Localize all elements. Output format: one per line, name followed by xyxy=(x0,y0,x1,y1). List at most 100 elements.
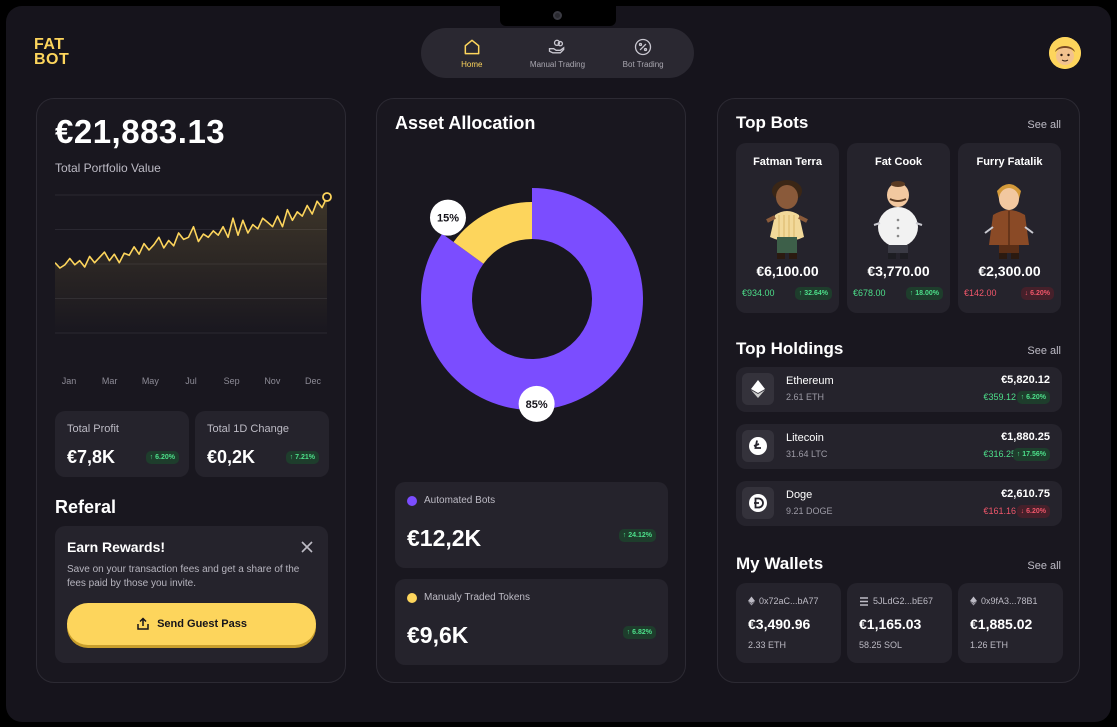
total-profit-card[interactable]: Total Profit €7,8K ↑ 6.20% xyxy=(55,411,189,477)
logo-line-2: BOT xyxy=(34,51,70,68)
total-profit-change-badge: ↑ 6.20% xyxy=(145,451,179,464)
avatar-face-icon xyxy=(1049,37,1081,69)
holding-name: Ethereum xyxy=(786,375,834,387)
portfolio-total-value: €21,883.13 xyxy=(55,113,226,150)
holding-row-ethereum[interactable]: Ethereum 2.61 ETH €5,820.12 €359.12 ↑ 6.… xyxy=(736,367,1062,412)
chart-area xyxy=(55,197,327,333)
holding-amount: 9.21 DOGE xyxy=(786,506,833,516)
wallet-card[interactable]: 0x72aC...bA77 €3,490.96 2.33 ETH xyxy=(736,583,841,663)
nav-bot-trading[interactable]: Bot Trading xyxy=(603,37,683,69)
x-tick-label: Dec xyxy=(305,376,322,386)
camera-notch xyxy=(500,6,616,26)
total-profit-value: €7,8K xyxy=(67,447,116,467)
x-tick-label: Jan xyxy=(62,376,77,386)
holding-amount: 2.61 ETH xyxy=(786,392,825,402)
holding-row-doge[interactable]: Doge 9.21 DOGE €2,610.75 €161.16 ↓ 6.20% xyxy=(736,481,1062,526)
wallet-balance: 2.33 ETH xyxy=(748,640,787,650)
referral-card: Earn Rewards! Save on your transaction f… xyxy=(55,526,328,663)
bot-card-fat-cook[interactable]: Fat Cook €3,770.00 €678.00 ↑ 18.00% xyxy=(847,143,950,313)
nav-home-label: Home xyxy=(461,60,483,69)
holding-name: Litecoin xyxy=(786,432,824,444)
total-1d-card[interactable]: Total 1D Change €0,2K ↑ 7.21% xyxy=(195,411,329,477)
send-guest-pass-button[interactable]: Send Guest Pass xyxy=(67,603,316,645)
x-tick-label: Nov xyxy=(264,376,281,386)
app-screen: FAT BOT Home Manual Trading Bot Trading … xyxy=(6,6,1111,722)
wallet-address-text: 5JLdG2...bE67 xyxy=(873,596,934,606)
bot-card-furry-fatalik[interactable]: Furry Fatalik €2,300.00 €142.00 ↓ 6.20% xyxy=(958,143,1061,313)
chart-series-line xyxy=(54,196,328,269)
holding-value: €2,610.75 xyxy=(1001,488,1050,500)
nav-manual-trading[interactable]: Manual Trading xyxy=(517,37,597,69)
close-icon[interactable] xyxy=(300,540,314,554)
total-1d-value: €0,2K xyxy=(207,447,256,467)
home-icon xyxy=(464,39,480,55)
bot-card-fatman-terra[interactable]: Fatman Terra €6,100.00 €934.00 ↑ 32.64% xyxy=(736,143,839,313)
user-avatar[interactable] xyxy=(1049,37,1081,69)
referral-card-title: Earn Rewards! xyxy=(67,539,166,555)
top-bots-see-all[interactable]: See all xyxy=(1027,119,1061,131)
wallet-address-text: 0x9fA3...78B1 xyxy=(981,596,1038,606)
holding-change-badge: ↑ 6.20% xyxy=(1016,391,1050,404)
app-logo[interactable]: FAT BOT xyxy=(34,36,74,68)
holding-value: €5,820.12 xyxy=(1001,374,1050,386)
manual-tokens-card[interactable]: Manualy Traded Tokens €9,6K ↑ 6.82% xyxy=(395,579,668,665)
x-tick-label: Sep xyxy=(224,376,240,386)
doge-icon xyxy=(742,487,774,519)
manual-tokens-change-badge: ↑ 6.82% xyxy=(622,626,656,639)
wallet-card[interactable]: 5JLdG2...bE67 €1,165.03 58.25 SOL xyxy=(847,583,952,663)
holding-row-litecoin[interactable]: Litecoin 31.64 LTC €1,880.25 €316.25 ↑ 1… xyxy=(736,424,1062,469)
portfolio-chart: Jan Mar May Jul Sep Nov Dec xyxy=(54,191,333,389)
holding-change-badge: ↓ 6.20% xyxy=(1016,505,1050,518)
my-wallets-title: My Wallets xyxy=(736,554,824,573)
bot-change: 18.00% xyxy=(915,290,939,297)
chart-end-point[interactable] xyxy=(322,192,332,202)
percent-icon xyxy=(634,38,652,56)
wallet-address: 0x72aC...bA77 xyxy=(748,596,819,606)
wallet-card[interactable]: 0x9fA3...78B1 €1,885.02 1.26 ETH xyxy=(958,583,1063,663)
holding-profit: €316.25 xyxy=(983,449,1016,459)
automated-bots-label: Automated Bots xyxy=(424,495,496,506)
asset-allocation-panel: Asset Allocation 85% 15% Automated Bots €… xyxy=(376,98,686,683)
litecoin-icon xyxy=(742,430,774,462)
furry-fatalik-avatar-icon xyxy=(984,184,1034,259)
main-nav: Home Manual Trading Bot Trading xyxy=(421,28,694,78)
bot-change-badge: ↓ 6.20% xyxy=(1020,287,1054,300)
camera-icon xyxy=(553,11,562,20)
donut-label: 85% xyxy=(526,399,548,411)
fat-cook-avatar-icon xyxy=(873,181,923,259)
automated-bots-dot xyxy=(407,496,417,506)
ethereum-icon xyxy=(970,596,977,606)
automated-bots-card[interactable]: Automated Bots €12,2K ↑ 24.12% xyxy=(395,482,668,568)
bot-profit: €934.00 xyxy=(742,288,775,298)
total-1d-change: 7.21% xyxy=(295,454,315,461)
total-profit-label: Total Profit xyxy=(67,423,119,435)
referral-title: Referal xyxy=(55,497,117,517)
bot-name: Fatman Terra xyxy=(753,156,822,168)
donut-slice-automated-bots[interactable] xyxy=(421,188,643,410)
bot-name: Furry Fatalik xyxy=(976,156,1043,168)
top-holdings-see-all[interactable]: See all xyxy=(1027,345,1061,357)
manual-tokens-value: €9,6K xyxy=(407,622,469,648)
portfolio-line-chart: Jan Mar May Jul Sep Nov Dec xyxy=(54,192,332,386)
hand-coins-icon xyxy=(549,39,565,54)
bot-value: €3,770.00 xyxy=(867,263,930,279)
holding-profit: €161.16 xyxy=(983,506,1016,516)
bot-change-badge: ↑ 18.00% xyxy=(905,287,943,300)
wallet-value: €1,885.02 xyxy=(970,616,1033,632)
holding-value: €1,880.25 xyxy=(1001,431,1050,443)
manual-tokens-dot xyxy=(407,593,417,603)
my-wallets-see-all[interactable]: See all xyxy=(1027,560,1061,572)
top-holdings-title: Top Holdings xyxy=(736,339,844,358)
bot-profit: €678.00 xyxy=(853,288,886,298)
bot-value: €2,300.00 xyxy=(978,263,1041,279)
nav-home[interactable]: Home xyxy=(432,37,512,69)
allocation-donut-chart: 85% 15% xyxy=(421,188,643,422)
holding-change: 6.20% xyxy=(1026,394,1046,401)
logo-line-1: FAT xyxy=(34,36,65,53)
bot-change-badge: ↑ 32.64% xyxy=(794,287,832,300)
donut-slice-manual-tokens[interactable] xyxy=(453,202,532,264)
portfolio-total-label: Total Portfolio Value xyxy=(55,161,161,175)
automated-bots-change: 24.12% xyxy=(628,532,652,539)
ethereum-icon xyxy=(748,596,755,606)
holding-change: 6.20% xyxy=(1026,508,1046,515)
